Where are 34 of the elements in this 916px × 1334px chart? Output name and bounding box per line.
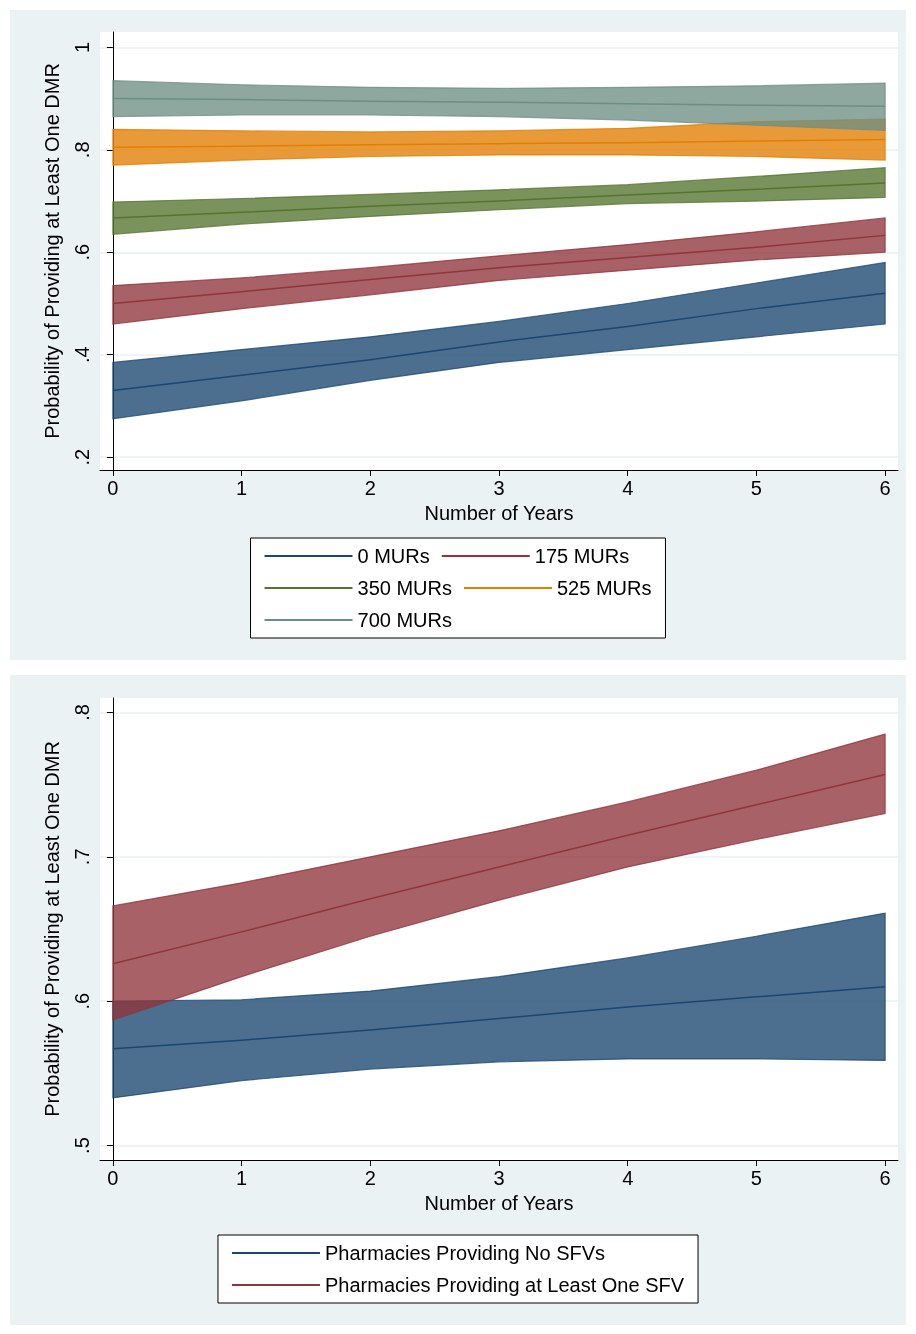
y-tick-label: .8 [71,141,93,159]
x-tick-label: 2 [364,477,376,499]
legend-label: Pharmacies Providing No SFVs [324,1242,606,1264]
y-tick-label: .8 [71,704,93,721]
x-tick-label: 4 [622,477,634,499]
y-tick-label: .6 [71,243,93,261]
x-tick-label: 0 [107,1167,119,1189]
legend-label: 175 MURs [534,545,630,567]
legend-label: 350 MURs [357,577,453,599]
x-tick-label: 5 [750,477,762,499]
x-axis-title: Number of Years [424,501,574,524]
legend-label: 0 MURs [357,545,430,567]
y-tick-label: .6 [71,992,93,1010]
x-tick-label: 3 [493,477,505,499]
x-tick-label: 0 [107,477,119,499]
legend-label: 525 MURs [557,577,652,599]
legend-label: Pharmacies Providing at Least One SFV [324,1274,685,1296]
x-tick-label: 6 [879,477,891,499]
x-tick-label: 6 [879,1167,891,1189]
y-tick-label: .5 [71,1137,93,1154]
x-tick-label: 2 [364,1167,376,1189]
x-axis-title: Number of Years [424,1191,574,1214]
x-tick-label: 4 [622,1167,634,1189]
x-tick-label: 1 [236,1167,248,1189]
x-tick-label: 5 [750,1167,762,1189]
legend-label: 700 MURs [357,609,453,631]
y-axis-title: Probability of Providing at Least One DMR [41,741,63,1117]
y-tick-label: .4 [71,346,93,364]
y-tick-label: .7 [71,848,93,866]
x-tick-label: 1 [236,477,248,499]
y-tick-label: .2 [71,448,93,466]
y-tick-label: 1 [71,41,93,53]
x-tick-label: 3 [493,1167,505,1189]
y-axis-title: Probability of Providing at Least One DMR [41,63,63,439]
